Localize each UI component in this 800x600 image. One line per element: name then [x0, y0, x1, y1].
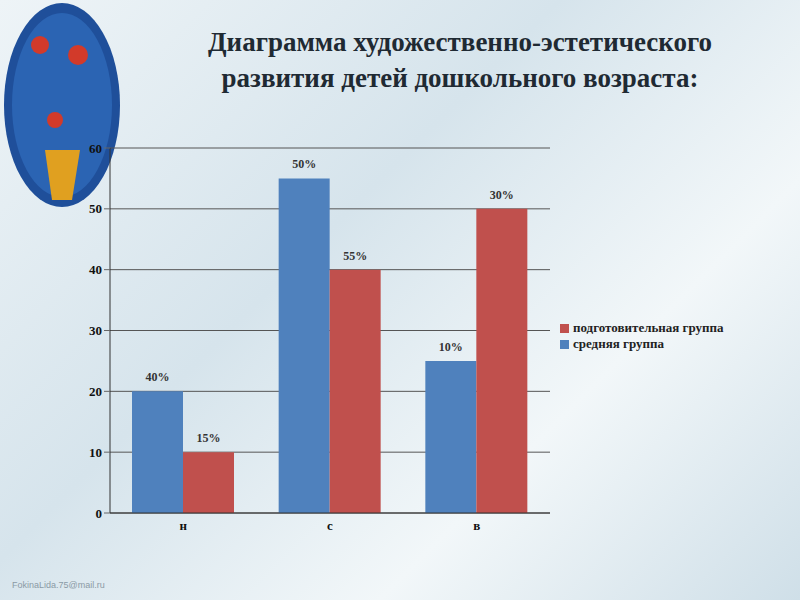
- svg-text:н: н: [180, 518, 188, 533]
- html-text:средняя группа: средняя группа: [573, 335, 664, 351]
- svg-text:15%: 15%: [197, 431, 221, 445]
- svg-text:40: 40: [89, 262, 102, 277]
- html-text:подготовительная группа: подготовительная группа: [573, 319, 724, 335]
- svg-text:10: 10: [89, 445, 102, 460]
- svg-text:30: 30: [89, 323, 102, 338]
- svg-text:20: 20: [89, 384, 102, 399]
- svg-text:50: 50: [89, 201, 102, 216]
- svg-text:0: 0: [96, 506, 103, 521]
- html-text:FokinaLida.75@mail.ru: FokinaLida.75@mail.ru: [12, 580, 105, 590]
- svg-text:55%: 55%: [343, 249, 367, 263]
- svg-text:40%: 40%: [146, 370, 170, 384]
- svg-text:в: в: [473, 518, 480, 533]
- svg-text:30%: 30%: [490, 188, 514, 202]
- svg-text:с: с: [327, 518, 333, 533]
- svg-text:50%: 50%: [292, 157, 316, 171]
- svg-text:10%: 10%: [439, 340, 463, 354]
- svg-text:60: 60: [89, 141, 102, 156]
- html-text:Диаграмма художественно-эстети: Диаграмма художественно-эстетического ра…: [208, 27, 712, 93]
